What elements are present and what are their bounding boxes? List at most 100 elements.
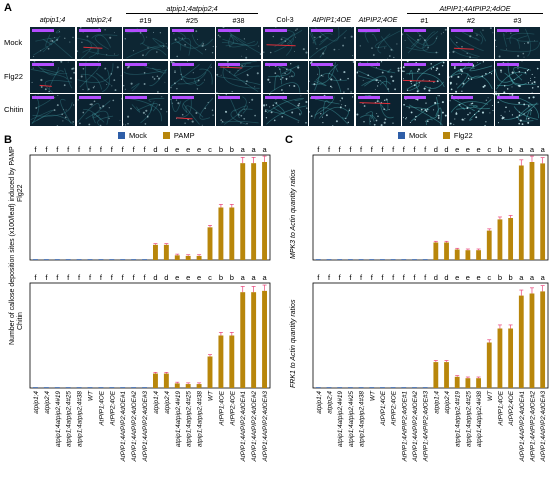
scale-bar	[497, 62, 519, 66]
treatment-bar-17	[497, 219, 503, 260]
significance-letter-20: a	[252, 145, 257, 154]
micrograph-texture	[216, 27, 261, 59]
significance-letter-6: f	[100, 273, 103, 282]
x-tick-label-18: AtPIP2;4OE	[229, 390, 236, 426]
significance-letter-18: b	[509, 273, 513, 282]
row-label-chitin: Chitin	[4, 105, 24, 114]
significance-letter-21: a	[262, 145, 267, 154]
scale-bar	[497, 29, 519, 32]
micrograph-texture	[30, 60, 75, 93]
micrograph-chitin-3	[169, 94, 215, 126]
significance-letter-16: c	[487, 145, 491, 154]
panel-letter-c: C	[285, 134, 293, 146]
micrograph-texture	[216, 94, 261, 126]
treatment-bar-19	[518, 295, 524, 388]
column-label-8: #1	[420, 16, 429, 25]
micrograph-texture	[355, 27, 401, 59]
treatment-bar-12	[444, 242, 449, 260]
x-tick-label-6: AtPIP1;4OE	[380, 390, 387, 426]
significance-letter-0: f	[34, 273, 37, 282]
mock-bar-10	[142, 387, 147, 388]
x-tick-label-12: atpip2;4	[444, 391, 451, 414]
scale-bar	[78, 62, 101, 66]
treatment-bar-20	[529, 293, 535, 388]
micrograph-flg22-9	[448, 60, 494, 93]
significance-letter-9: f	[413, 145, 416, 154]
significance-letter-15: e	[476, 145, 480, 154]
mock-bar-4	[358, 387, 364, 388]
significance-letter-11: d	[434, 145, 438, 154]
significance-letter-11: d	[434, 273, 438, 282]
treatment-bar-18	[229, 207, 235, 260]
scale-bar	[32, 62, 54, 66]
chart-frame-3	[312, 282, 549, 389]
micrograph-texture	[76, 60, 122, 93]
micrograph-chitin-2	[123, 94, 168, 126]
micrograph-texture	[448, 94, 494, 126]
significance-letter-7: f	[392, 145, 395, 154]
mock-bar-7	[109, 387, 115, 388]
x-tick-label-3: atpip1;4atpip2;4#25	[348, 391, 355, 448]
significance-letter-4: f	[360, 273, 363, 282]
micrograph-flg22-2	[123, 60, 168, 93]
x-tick-label-17: AtPIP1;4OE	[497, 390, 504, 426]
chart-frame-1	[29, 282, 271, 389]
micrograph-flg22-5	[262, 60, 308, 93]
treatment-bar-15	[476, 250, 481, 260]
micrograph-chitin-6	[309, 94, 354, 126]
micrograph-mock-2	[123, 27, 168, 59]
x-tick-label-14: atpip1;4atpip2;4#25	[465, 391, 472, 448]
group-line-double-mutant	[126, 13, 258, 14]
mock-bar-9	[131, 259, 137, 260]
legend-c: Mock Flg22	[398, 131, 473, 140]
scale-bar	[404, 62, 426, 66]
significance-letter-16: c	[487, 273, 491, 282]
column-label-1: atpip2;4	[86, 15, 112, 24]
x-tick-label-0: atpip1;4	[33, 391, 40, 414]
x-tick-label-20: AtPIP1;4AtPIP2;4dOE#2	[529, 391, 536, 463]
micrograph-chitin-9	[448, 94, 494, 126]
treatment-bar-15	[196, 255, 202, 260]
scale-bar	[450, 29, 473, 32]
significance-letter-13: e	[175, 145, 179, 154]
x-tick-label-16: WT	[487, 390, 494, 401]
significance-letter-2: f	[56, 145, 59, 154]
scale-bar	[218, 62, 240, 66]
row-label-mock: Mock	[4, 38, 23, 47]
significance-letter-5: f	[371, 273, 374, 282]
treatment-bar-18	[508, 218, 514, 260]
micrograph-mock-0	[30, 27, 75, 59]
x-tick-label-11: atpip1;4	[433, 391, 440, 414]
significance-letter-17: b	[219, 145, 223, 154]
significance-letter-19: a	[241, 145, 246, 154]
column-label-2: #19	[139, 16, 152, 25]
significance-letter-3: f	[67, 145, 70, 154]
mock-bar-3	[347, 259, 353, 260]
treatment-bar-21	[540, 291, 546, 388]
mock-bar-2	[54, 387, 60, 388]
significance-letter-16: c	[208, 273, 212, 282]
mock-bar-10	[142, 259, 147, 260]
column-label-3: #25	[186, 16, 198, 25]
scale-bar	[78, 96, 101, 99]
micrograph-texture	[76, 94, 122, 126]
treatment-bar-19	[240, 292, 246, 388]
x-tick-label-7: AtPIP2;4OE	[391, 390, 398, 426]
scale-bar	[404, 96, 426, 99]
significance-letter-0: f	[317, 145, 320, 154]
micrograph-texture	[355, 94, 401, 126]
treatment-bar-15	[476, 378, 481, 388]
mock-bar-8	[120, 387, 126, 388]
significance-letter-5: f	[89, 273, 92, 282]
mock-bar-2	[337, 259, 343, 260]
significance-letter-13: e	[455, 273, 459, 282]
legend-c-flg22-label: Flg22	[453, 131, 473, 140]
scale-bar	[171, 62, 194, 66]
micrograph-chitin-1	[76, 94, 122, 126]
column-label-0: atpip1;4	[39, 15, 66, 24]
micrograph-chitin-8	[402, 94, 447, 126]
micrograph-chitin-10	[495, 94, 540, 126]
micrograph-texture	[309, 94, 354, 126]
micrograph-texture	[30, 94, 75, 126]
scale-bar	[311, 96, 333, 99]
